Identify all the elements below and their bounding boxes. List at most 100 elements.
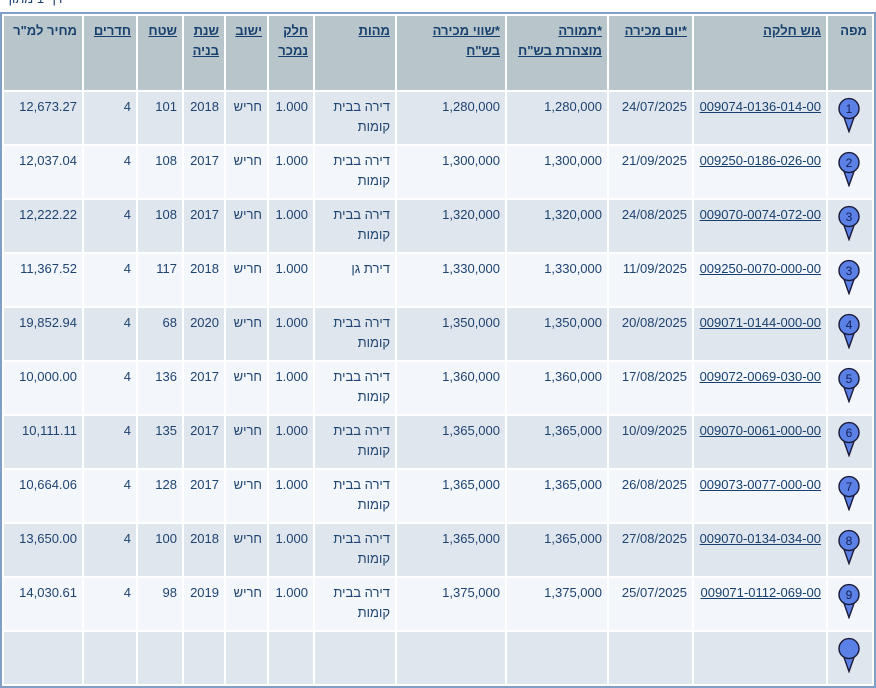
cell-value-city: חריש [233, 423, 262, 438]
cell-price_sqm: 12,222.22 [4, 200, 82, 252]
sort-link-nature[interactable]: מהות [358, 23, 390, 38]
col-header-price_sqm: מחיר למ"ר [4, 16, 82, 90]
cell-sale_value: 1,280,000 [397, 92, 505, 144]
cell-area: 135 [138, 416, 182, 468]
gush-helka-link[interactable]: 009071-0144-000-00 [699, 315, 821, 330]
cell-value-rooms: 4 [123, 585, 131, 600]
sort-link-sale_date[interactable]: *יום מכירה [624, 23, 687, 38]
sort-link-area[interactable]: שטח [148, 23, 177, 38]
gush-helka-link[interactable]: 009070-0061-000-00 [699, 423, 821, 438]
cell-nature: דירה בבית קומות [315, 308, 395, 360]
cell-part_sold: 1.000 [269, 92, 313, 144]
table-row-partial [4, 632, 872, 684]
sort-link-declared_amount[interactable]: *תמורה מוצהרת בש"ח [518, 23, 602, 58]
cell-map: 6 [828, 416, 872, 468]
cell-value-nature: דירה בבית קומות [333, 153, 390, 188]
map-pin-icon: 2 [838, 151, 860, 188]
cell-value-city: חריש [233, 153, 262, 168]
cell-city: חריש [226, 146, 267, 198]
cell-value-price_sqm: 12,673.27 [19, 99, 77, 114]
cell-value-nature: דירה בבית קומות [333, 99, 390, 134]
cell-declared_amount: 1,365,000 [507, 470, 607, 522]
cell-value-build_year: 2018 [190, 261, 219, 276]
gush-helka-link[interactable]: 009070-0074-072-00 [699, 207, 821, 222]
map-pin[interactable]: 1 [836, 97, 862, 139]
cell-sale_date: 21/09/2025 [609, 146, 692, 198]
table-row: 7 009073-0077-000-00 26/08/2025 1,365,000 1,… [4, 470, 872, 522]
sort-link-rooms[interactable]: חדרים [93, 23, 131, 38]
cell-rooms: 4 [84, 92, 136, 144]
sort-link-part_sold[interactable]: חלק נמכר [278, 23, 308, 58]
cell-value-sale_value: 1,365,000 [442, 423, 500, 438]
svg-text:3: 3 [846, 210, 853, 224]
cell-value-city: חריש [233, 585, 262, 600]
svg-text:4: 4 [846, 318, 853, 332]
cell-rooms: 4 [84, 308, 136, 360]
cell-part_sold: 1.000 [269, 308, 313, 360]
cell-value-nature: דירת גן [351, 261, 390, 276]
map-pin[interactable]: 7 [836, 475, 862, 517]
map-pin[interactable]: 5 [836, 367, 862, 409]
gush-helka-link[interactable]: 009073-0077-000-00 [699, 477, 821, 492]
cell-value-build_year: 2017 [190, 207, 219, 222]
sort-link-sale_value[interactable]: *שווי מכירה בש"ח [432, 23, 500, 58]
map-pin[interactable]: 2 [836, 151, 862, 193]
map-pin[interactable]: 8 [836, 529, 862, 571]
col-header-nature: מהות [315, 16, 395, 90]
cell-value-part_sold: 1.000 [275, 423, 308, 438]
cell-gush: 009072-0069-030-00 [694, 362, 826, 414]
cell-sale_value: 1,300,000 [397, 146, 505, 198]
map-pin[interactable]: 3 [836, 259, 862, 301]
gush-helka-link[interactable]: 009250-0070-000-00 [699, 261, 821, 276]
cell-value-sale_date: 24/07/2025 [621, 99, 687, 114]
cell-nature: דירה בבית קומות [315, 200, 395, 252]
cell-value-city: חריש [233, 477, 262, 492]
cell-value-sale_date: 20/08/2025 [621, 315, 687, 330]
cell-value-nature: דירה בבית קומות [333, 585, 390, 620]
map-pin[interactable]: 4 [836, 313, 862, 355]
cell-value-area: 136 [155, 369, 177, 384]
cell-value-price_sqm: 11,367.52 [20, 261, 77, 276]
map-pin[interactable]: 3 [836, 205, 862, 247]
map-pin[interactable]: 6 [836, 421, 862, 463]
cell-value-rooms: 4 [123, 423, 131, 438]
cell-value-rooms: 4 [123, 207, 131, 222]
cell-value-area: 68 [162, 315, 177, 330]
cell-rooms: 4 [84, 416, 136, 468]
cell-price_sqm: 19,852.94 [4, 308, 82, 360]
cell-value-rooms: 4 [123, 153, 131, 168]
sort-link-build_year[interactable]: שנת בניה [192, 23, 219, 58]
map-pin[interactable]: 9 [836, 583, 862, 625]
svg-text:2: 2 [846, 156, 853, 170]
cell-value-city: חריש [233, 207, 262, 222]
cell-declared_amount: 1,330,000 [507, 254, 607, 306]
cell-sale_date: 20/08/2025 [609, 308, 692, 360]
gush-helka-link[interactable]: 009250-0186-026-00 [699, 153, 821, 168]
cell-area: 100 [138, 524, 182, 576]
table-row: 6 009070-0061-000-00 10/09/2025 1,365,000 1,… [4, 416, 872, 468]
gush-helka-link[interactable]: 009070-0134-034-00 [699, 531, 821, 546]
cell-value-part_sold: 1.000 [275, 585, 308, 600]
gush-helka-link[interactable]: 009072-0069-030-00 [699, 369, 821, 384]
cell-sale_value: 1,350,000 [397, 308, 505, 360]
cell-map: 3 [828, 200, 872, 252]
sort-link-gush[interactable]: גוש חלקה [763, 23, 821, 38]
cell-value-build_year: 2020 [190, 315, 219, 330]
sort-link-city[interactable]: ישוב [235, 23, 262, 38]
cell-sale_date: 24/07/2025 [609, 92, 692, 144]
gush-helka-link[interactable]: 009071-0112-069-00 [700, 585, 821, 600]
cell-build_year: 2018 [184, 92, 224, 144]
gush-helka-link[interactable]: 009074-0136-014-00 [699, 99, 821, 114]
cell-value-declared_amount: 1,375,000 [544, 585, 602, 600]
cell-gush: 009250-0186-026-00 [694, 146, 826, 198]
cell-part_sold: 1.000 [269, 146, 313, 198]
cell-value-price_sqm: 14,030.61 [19, 585, 77, 600]
cell-nature: דירה בבית קומות [315, 362, 395, 414]
map-pin[interactable] [836, 637, 862, 679]
table-row: 1 009074-0136-014-00 24/07/2025 1,280,000 1,… [4, 92, 872, 144]
cell-value-price_sqm: 13,650.00 [19, 531, 77, 546]
cell-value-declared_amount: 1,280,000 [544, 99, 602, 114]
transactions-table: מפה גוש חלקה *יום מכירה *תמורה מוצהרת בש"ח *… [0, 12, 876, 688]
cell-value-part_sold: 1.000 [275, 477, 308, 492]
